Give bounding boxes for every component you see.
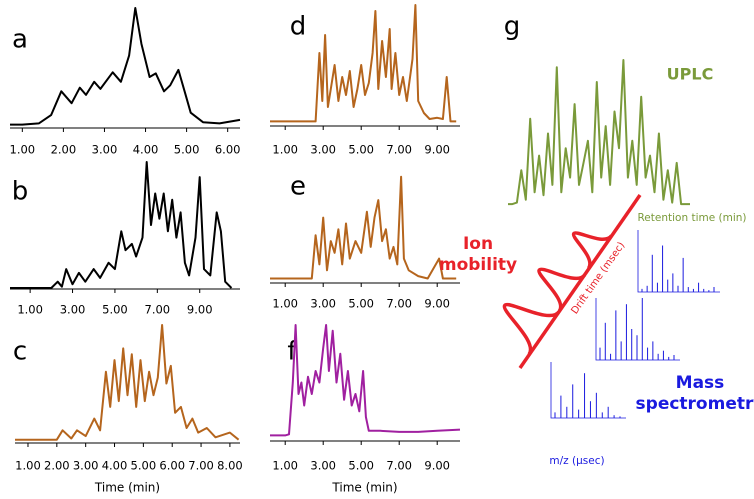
ion-mobility-label: Ion bbox=[463, 234, 493, 254]
trace bbox=[10, 161, 233, 289]
panel-letter: e bbox=[290, 172, 306, 202]
x-tick-label: 6.00 bbox=[215, 143, 241, 157]
x-tick-label: 1.00 bbox=[15, 459, 41, 473]
x-tick-label: 3.00 bbox=[73, 459, 99, 473]
mobility-peak bbox=[502, 302, 561, 356]
trace bbox=[270, 175, 457, 280]
trace bbox=[15, 324, 240, 441]
x-tick-label: 4.00 bbox=[102, 459, 128, 473]
x-tick-label: 5.00 bbox=[348, 143, 374, 157]
trace bbox=[270, 324, 461, 437]
x-tick-label: 7.00 bbox=[386, 459, 412, 473]
ion-mobility-label: mobility bbox=[439, 255, 517, 275]
drift-axis bbox=[518, 194, 642, 369]
x-tick-label: 9.00 bbox=[424, 297, 450, 311]
x-tick-label: 7.00 bbox=[386, 143, 412, 157]
spectrum-axes bbox=[637, 230, 720, 293]
panel-letter: b bbox=[12, 177, 29, 207]
x-tick-label: 2.00 bbox=[51, 143, 77, 157]
x-tick-label: 7.00 bbox=[386, 297, 412, 311]
retention-label: Retention time (min) bbox=[637, 212, 746, 224]
spectrum-axes bbox=[595, 298, 680, 361]
mass-spec-label: Mass bbox=[676, 373, 725, 393]
x-tick-label: 6.00 bbox=[159, 459, 185, 473]
x-tick-label: 9.00 bbox=[187, 303, 213, 317]
x-tick-label: 9.00 bbox=[424, 143, 450, 157]
mobility-peak bbox=[537, 267, 587, 313]
x-tick-label: 1.00 bbox=[272, 459, 298, 473]
mz-label: m/z (µsec) bbox=[549, 455, 604, 467]
x-tick-label: 1.00 bbox=[272, 297, 298, 311]
mobility-peak bbox=[572, 231, 613, 270]
panel-letter: c bbox=[13, 337, 27, 367]
x-tick-label: 1.00 bbox=[17, 303, 43, 317]
x-tick-label: 5.00 bbox=[102, 303, 128, 317]
x-tick-label: 3.00 bbox=[60, 303, 86, 317]
x-tick-label: 5.00 bbox=[131, 459, 157, 473]
x-tick-label: 3.00 bbox=[310, 143, 336, 157]
panel-letter: a bbox=[12, 25, 28, 55]
panel-letter: d bbox=[290, 12, 307, 42]
uplc-trace bbox=[508, 59, 690, 206]
trace bbox=[10, 7, 241, 126]
spectrum-axes bbox=[550, 362, 626, 419]
x-tick-label: 2.00 bbox=[44, 459, 70, 473]
panel-letter: g bbox=[504, 12, 521, 42]
mass-spec-label: spectrometry bbox=[636, 394, 754, 414]
x-tick-label: 8.00 bbox=[217, 459, 243, 473]
ion-mobility-decor bbox=[502, 194, 642, 369]
x-tick-label: 1.00 bbox=[272, 143, 298, 157]
uplc-label: UPLC bbox=[667, 65, 714, 84]
x-tick-label: 1.00 bbox=[10, 143, 36, 157]
x-tick-label: 9.00 bbox=[424, 459, 450, 473]
x-tick-label: 7.00 bbox=[145, 303, 171, 317]
x-tick-label: 7.00 bbox=[188, 459, 214, 473]
x-tick-label: 5.00 bbox=[174, 143, 200, 157]
trace bbox=[270, 4, 457, 123]
x-tick-label: 4.00 bbox=[133, 143, 159, 157]
x-axis-title: Time (min) bbox=[94, 481, 160, 495]
x-axis-title: Time (min) bbox=[331, 481, 397, 495]
x-tick-label: 3.00 bbox=[310, 297, 336, 311]
x-tick-label: 3.00 bbox=[310, 459, 336, 473]
x-tick-label: 3.00 bbox=[92, 143, 118, 157]
x-tick-label: 5.00 bbox=[348, 459, 374, 473]
x-tick-label: 5.00 bbox=[348, 297, 374, 311]
panel-letter: f bbox=[287, 337, 297, 367]
